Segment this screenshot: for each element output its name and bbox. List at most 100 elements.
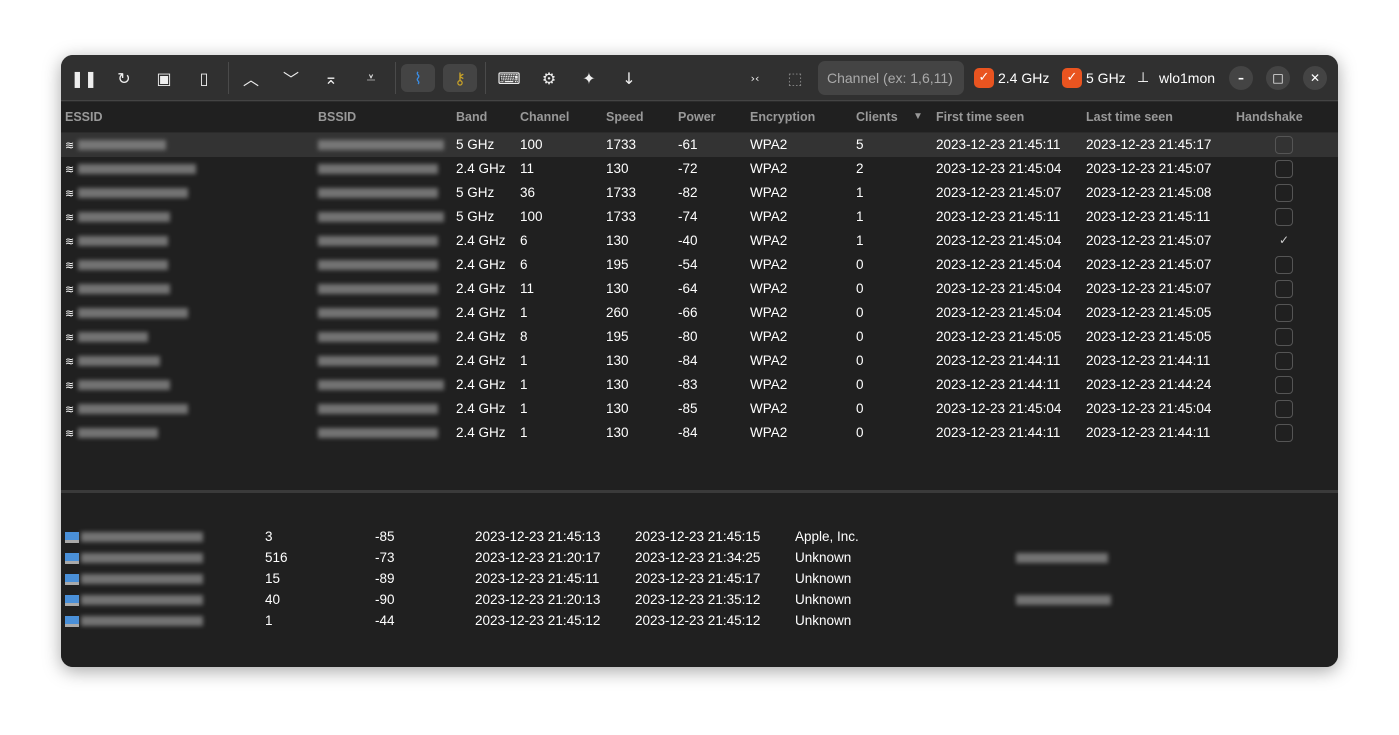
handshake-checkbox[interactable] xyxy=(1275,400,1293,418)
up-icon[interactable]: ︿ xyxy=(242,70,259,89)
band-24-checkbox[interactable]: ✓ xyxy=(974,68,994,88)
cell-clients: 1 xyxy=(856,185,864,200)
network-row[interactable]: ≋ 2.4 GHz 6 130 -40 WPA2 1 2023-12-23 21:45:04 2… xyxy=(61,229,1338,253)
sort-desc-icon[interactable]: ▼ xyxy=(913,111,923,122)
cell-power: -85 xyxy=(375,529,395,544)
cell-speed: 130 xyxy=(606,377,629,392)
column-header-clients[interactable]: Clients xyxy=(856,110,898,124)
column-header-band[interactable]: Band xyxy=(456,110,488,124)
column-header-first-time-seen[interactable]: First time seen xyxy=(936,110,1025,124)
handshake-checkbox[interactable] xyxy=(1275,376,1293,394)
column-header-last-time-seen[interactable]: Last time seen xyxy=(1086,110,1173,124)
network-row[interactable]: ≋ 5 GHz 100 1733 -61 WPA2 5 2023-12-23 21:45:11… xyxy=(61,133,1338,157)
column-header-bssid[interactable]: BSSID xyxy=(318,110,357,124)
handshake-checkbox[interactable] xyxy=(1275,352,1293,370)
column-header-encryption[interactable]: Encryption xyxy=(750,110,816,124)
essid-cell: ≋ xyxy=(65,205,171,230)
cell-last-time-seen: 2023-12-23 21:45:15 xyxy=(635,529,761,544)
handshake-checkbox[interactable] xyxy=(1275,208,1293,226)
wifi-icon: ≋ xyxy=(65,380,75,392)
network-row[interactable]: ≋ 2.4 GHz 1 260 -66 WPA2 0 2023-12-23 21:45:04 2… xyxy=(61,301,1338,325)
maximize-button[interactable]: □ xyxy=(1266,66,1290,90)
handshake-checkbox[interactable] xyxy=(1275,328,1293,346)
column-header-handshake[interactable]: Handshake xyxy=(1236,110,1303,124)
essid-cell: ≋ xyxy=(65,325,149,350)
station-row[interactable]: 1 -44 2023-12-23 21:45:12 2023-12-23 21:45:… xyxy=(61,610,1338,631)
network-row[interactable]: ≋ 2.4 GHz 11 130 -72 WPA2 2 2023-12-23 21:45:04… xyxy=(61,157,1338,181)
sparkle-icon[interactable]: ✦ xyxy=(582,68,596,88)
handshake-checkbox[interactable]: ✓ xyxy=(1278,233,1290,247)
cell-speed: 260 xyxy=(606,305,629,320)
handshake-checkbox[interactable] xyxy=(1275,304,1293,322)
cell-packets: 516 xyxy=(265,550,288,565)
minimize-button[interactable]: – xyxy=(1229,66,1253,90)
network-row[interactable]: ≋ 2.4 GHz 1 130 -83 WPA2 0 2023-12-23 21:44:11 2… xyxy=(61,373,1338,397)
network-row[interactable]: ≋ 2.4 GHz 1 130 -84 WPA2 0 2023-12-23 21:44:11 2… xyxy=(61,349,1338,373)
refresh-icon[interactable]: ↻ xyxy=(117,68,131,88)
toolbar-separator xyxy=(228,62,229,94)
station-row[interactable]: 3 -85 2023-12-23 21:45:13 2023-12-23 21:45:… xyxy=(61,526,1338,547)
cell-last-time-seen: 2023-12-23 21:45:12 xyxy=(635,613,761,628)
handshake-checkbox[interactable] xyxy=(1275,160,1293,178)
channel-input[interactable]: Channel (ex: 1,6,11) xyxy=(818,61,964,95)
computer-icon xyxy=(65,552,79,564)
handshake-checkbox[interactable] xyxy=(1275,136,1293,154)
pause-icon[interactable]: ❚❚ xyxy=(70,68,98,88)
save-icon[interactable]: ▣ xyxy=(156,68,172,88)
network-row[interactable]: ≋ 5 GHz 100 1733 -74 WPA2 1 2023-12-23 21:45:11… xyxy=(61,205,1338,229)
close-button[interactable]: ✕ xyxy=(1303,66,1327,90)
wifi-icon: ≋ xyxy=(65,284,75,296)
bssid-redacted xyxy=(318,140,444,150)
essid-redacted xyxy=(78,308,189,319)
top-icon[interactable]: ⌅ xyxy=(324,68,338,88)
essid-cell: ≋ xyxy=(65,277,171,302)
essid-redacted xyxy=(78,236,169,247)
cell-last-time-seen: 2023-12-23 21:45:05 xyxy=(1086,329,1212,344)
column-header-essid[interactable]: ESSID xyxy=(65,110,103,124)
computer-icon xyxy=(65,573,79,585)
network-row[interactable]: ≋ 2.4 GHz 6 195 -54 WPA2 0 2023-12-23 21:45:04 2… xyxy=(61,253,1338,277)
handshake-checkbox[interactable] xyxy=(1275,280,1293,298)
column-header-speed[interactable]: Speed xyxy=(606,110,644,124)
station-row[interactable]: 40 -90 2023-12-23 21:20:13 2023-12-23 21:35… xyxy=(61,589,1338,610)
wifi-off-icon[interactable]: ⌇ xyxy=(401,64,435,92)
cell-speed: 130 xyxy=(606,233,629,248)
network-row[interactable]: ≋ 2.4 GHz 11 130 -64 WPA2 0 2023-12-23 21:45:04… xyxy=(61,277,1338,301)
pane-splitter[interactable] xyxy=(61,490,1338,493)
download-icon[interactable]: ↓ xyxy=(622,68,636,88)
collapse-icon[interactable]: ›‹ xyxy=(750,71,760,85)
gear-icon[interactable]: ⚙ xyxy=(541,68,557,88)
cell-power: -54 xyxy=(678,257,698,272)
cell-band: 2.4 GHz xyxy=(456,233,506,248)
handshake-checkbox[interactable] xyxy=(1275,256,1293,274)
key-icon[interactable]: ⚷ xyxy=(443,64,477,92)
bottom-icon[interactable]: ⩡ xyxy=(366,68,376,87)
cell-band: 2.4 GHz xyxy=(456,353,506,368)
handshake-checkbox[interactable] xyxy=(1275,184,1293,202)
station-row[interactable]: 516 -73 2023-12-23 21:20:17 2023-12-23 21:3… xyxy=(61,547,1338,568)
essid-redacted xyxy=(78,332,149,343)
clipboard-icon[interactable]: ▯ xyxy=(199,68,209,88)
select-icon[interactable]: ⬚ xyxy=(787,68,803,88)
band-5-checkbox[interactable]: ✓ xyxy=(1062,68,1082,88)
cell-channel: 1 xyxy=(520,425,528,440)
cell-band: 2.4 GHz xyxy=(456,329,506,344)
cell-power: -73 xyxy=(375,550,395,565)
network-row[interactable]: ≋ 2.4 GHz 8 195 -80 WPA2 0 2023-12-23 21:45:05 2… xyxy=(61,325,1338,349)
column-header-channel[interactable]: Channel xyxy=(520,110,570,124)
station-row[interactable]: 15 -89 2023-12-23 21:45:11 2023-12-23 21:45… xyxy=(61,568,1338,589)
cell-band: 2.4 GHz xyxy=(456,257,506,272)
bssid-redacted xyxy=(318,236,438,246)
terminal-icon[interactable]: ⌨ xyxy=(497,68,521,88)
network-row[interactable]: ≋ 2.4 GHz 1 130 -85 WPA2 0 2023-12-23 21:45:04 2… xyxy=(61,397,1338,421)
network-row[interactable]: ≋ 5 GHz 36 1733 -82 WPA2 1 2023-12-23 21:45:07 2… xyxy=(61,181,1338,205)
handshake-checkbox[interactable] xyxy=(1275,424,1293,442)
down-icon[interactable]: ﹀ xyxy=(282,70,299,89)
cell-power: -64 xyxy=(678,281,698,296)
computer-icon xyxy=(65,615,79,627)
network-row[interactable]: ≋ 2.4 GHz 1 130 -84 WPA2 0 2023-12-23 21:44:11 2… xyxy=(61,421,1338,445)
cell-encryption: WPA2 xyxy=(750,281,788,296)
column-header-power[interactable]: Power xyxy=(678,110,716,124)
wifi-icon: ≋ xyxy=(65,356,75,368)
wifi-icon: ≋ xyxy=(65,404,75,416)
